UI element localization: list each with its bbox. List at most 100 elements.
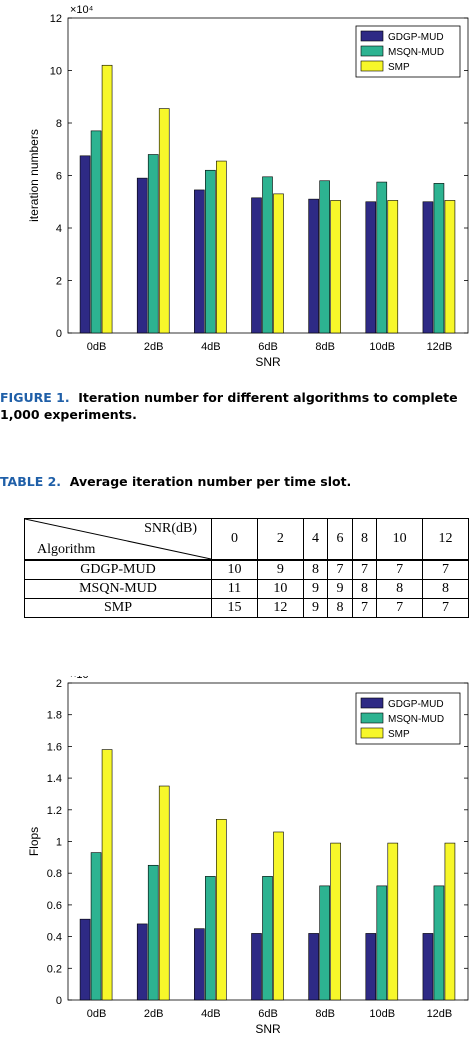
table-row: MSQN-MUD 11 10 9 9 8 8 8 [24, 579, 469, 599]
bar-msqn-mud [376, 181, 388, 334]
x-axis-label: SNR [255, 355, 281, 369]
table-header-row: SNR(dB) Algorithm 0 2 4 6 8 10 12 [24, 518, 469, 561]
table-cell: 10 [211, 559, 258, 580]
bar-smp [216, 160, 227, 334]
table-cell: 9 [302, 598, 329, 618]
bar-msqn-mud [262, 876, 273, 1001]
bar-smp [101, 64, 113, 334]
y-tick-label: 0 [56, 995, 62, 1007]
bar-smp [444, 842, 456, 1001]
x-tick-label: 6dB [258, 1008, 278, 1020]
x-tick-label: 10dB [369, 1008, 395, 1020]
legend-swatch [360, 697, 384, 709]
legend-label: SMP [388, 62, 410, 73]
bar-smp [158, 785, 170, 1001]
y-tick-label: 1.6 [47, 741, 62, 753]
table-cell: 7 [351, 598, 378, 618]
bar-gdgp-mud [308, 198, 319, 334]
row-label: SMP [24, 598, 212, 618]
x-tick-label: 4dB [201, 1008, 221, 1020]
corner-diagonal-line [25, 519, 211, 559]
y-tick-label: 0.8 [47, 868, 62, 880]
bar-smp [444, 200, 456, 334]
x-tick-label: 0dB [87, 341, 107, 353]
y-tick-label: 6 [56, 171, 62, 183]
table-caption: TABLE 2. Average iteration number per ti… [0, 473, 470, 490]
bar-gdgp-mud [365, 933, 377, 1001]
y-tick-label: 2 [56, 678, 62, 690]
bar-gdgp-mud [136, 923, 148, 1001]
table-cell: 12 [256, 598, 304, 618]
col-header: 6 [327, 518, 353, 561]
table-caption-label: TABLE 2. [0, 474, 62, 489]
col-header: 0 [211, 518, 258, 561]
bar-msqn-mud [319, 885, 330, 1001]
table-cell: 8 [376, 579, 424, 599]
x-tick-label: 2dB [144, 1008, 164, 1020]
bar-msqn-mud [433, 183, 445, 334]
bar-smp [158, 108, 170, 334]
x-tick-label: 10dB [369, 341, 395, 353]
bar-msqn-mud [376, 885, 388, 1001]
y-tick-label: 1.4 [47, 773, 62, 785]
legend-swatch [360, 727, 384, 739]
x-tick-label: 8dB [315, 341, 335, 353]
bar-gdgp-mud [422, 201, 434, 334]
bar-gdgp-mud [422, 933, 434, 1001]
table-cell: 7 [376, 559, 424, 580]
table-caption-text: Average iteration number per time slot. [69, 474, 352, 489]
bar-smp [216, 819, 227, 1001]
col-header: 12 [422, 518, 469, 561]
legend-label: GDGP-MUD [388, 699, 444, 710]
table-cell: 7 [376, 598, 424, 618]
bar-gdgp-mud [308, 933, 319, 1001]
table-cell: 7 [327, 559, 353, 580]
table-cell: 7 [422, 559, 469, 580]
bar-gdgp-mud [79, 155, 91, 334]
x-tick-label: 4dB [201, 341, 221, 353]
table-cell: 8 [422, 579, 469, 599]
legend-swatch [360, 712, 384, 724]
y-tick-label: 0.6 [47, 900, 62, 912]
bar-msqn-mud [205, 169, 216, 334]
table-cell: 8 [351, 579, 378, 599]
x-tick-label: 6dB [258, 341, 278, 353]
legend-swatch [360, 30, 384, 42]
table-row: GDGP-MUD 10 9 8 7 7 7 7 [24, 559, 469, 580]
bar-msqn-mud [262, 176, 273, 334]
legend-label: MSQN-MUD [388, 47, 444, 58]
y-tick-label: 0.4 [47, 932, 62, 944]
bar-msqn-mud [147, 154, 159, 334]
x-tick-label: 8dB [315, 1008, 335, 1020]
bar-gdgp-mud [251, 197, 262, 334]
figure-caption-label: FIGURE 1. [0, 390, 70, 405]
bar-gdgp-mud [365, 201, 377, 334]
bar-gdgp-mud [79, 918, 91, 1001]
bar-smp [273, 193, 284, 334]
row-label: MSQN-MUD [24, 579, 212, 599]
bar-smp [387, 842, 399, 1001]
row-label: GDGP-MUD [24, 559, 212, 580]
corner-row-label: Algorithm [37, 542, 96, 557]
exponent-label: ×10⁷ [70, 676, 93, 681]
table-cell: 7 [351, 559, 378, 580]
figure-caption-text: Iteration number for different algorithm… [0, 390, 458, 422]
y-tick-label: 0 [56, 328, 62, 340]
table-cell: 7 [422, 598, 469, 618]
table-cell: 8 [302, 559, 329, 580]
bar-msqn-mud [319, 180, 330, 334]
table-corner-cell: SNR(dB) Algorithm [24, 518, 212, 561]
y-tick-label: 12 [50, 13, 62, 25]
bar-smp [330, 200, 341, 334]
y-axis-label: Flops [27, 827, 41, 856]
bar-gdgp-mud [194, 189, 205, 334]
table-cell: 10 [256, 579, 304, 599]
corner-col-label: SNR(dB) [144, 521, 197, 536]
y-tick-label: 0.2 [47, 963, 62, 975]
col-header: 10 [376, 518, 424, 561]
y-tick-label: 1.2 [47, 805, 62, 817]
bar-msqn-mud [90, 852, 102, 1001]
bar-smp [387, 200, 399, 334]
bar-gdgp-mud [136, 177, 148, 334]
y-tick-label: 2 [56, 276, 62, 288]
